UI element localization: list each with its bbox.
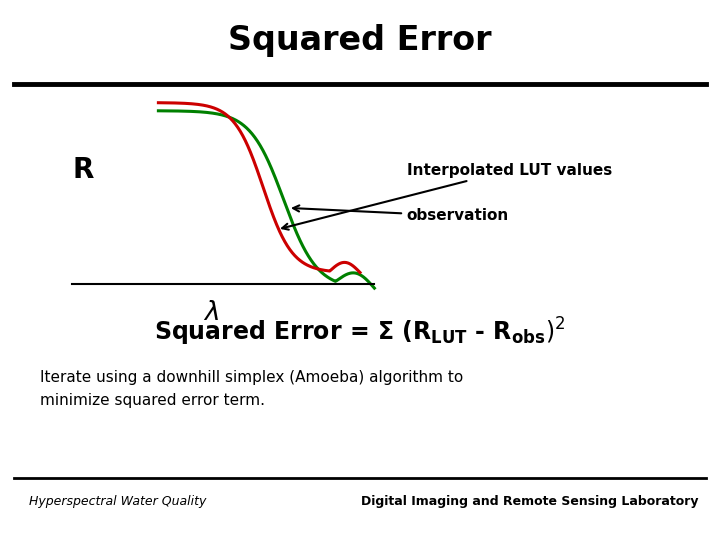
Text: λ: λ [204,300,220,326]
Text: R: R [72,156,94,184]
Text: Squared Error = $\mathbf{\Sigma}$ ($\mathbf{R_{LUT}}$ - $\mathbf{R_{obs}})^2$: Squared Error = $\mathbf{\Sigma}$ ($\mat… [154,316,566,348]
Text: Iterate using a downhill simplex (Amoeba) algorithm to
minimize squared error te: Iterate using a downhill simplex (Amoeba… [40,370,463,408]
Text: Squared Error: Squared Error [228,24,492,57]
Text: Interpolated LUT values: Interpolated LUT values [282,163,612,230]
Text: Hyperspectral Water Quality: Hyperspectral Water Quality [29,495,206,508]
Text: observation: observation [293,205,509,224]
Text: Digital Imaging and Remote Sensing Laboratory: Digital Imaging and Remote Sensing Labor… [361,495,698,508]
